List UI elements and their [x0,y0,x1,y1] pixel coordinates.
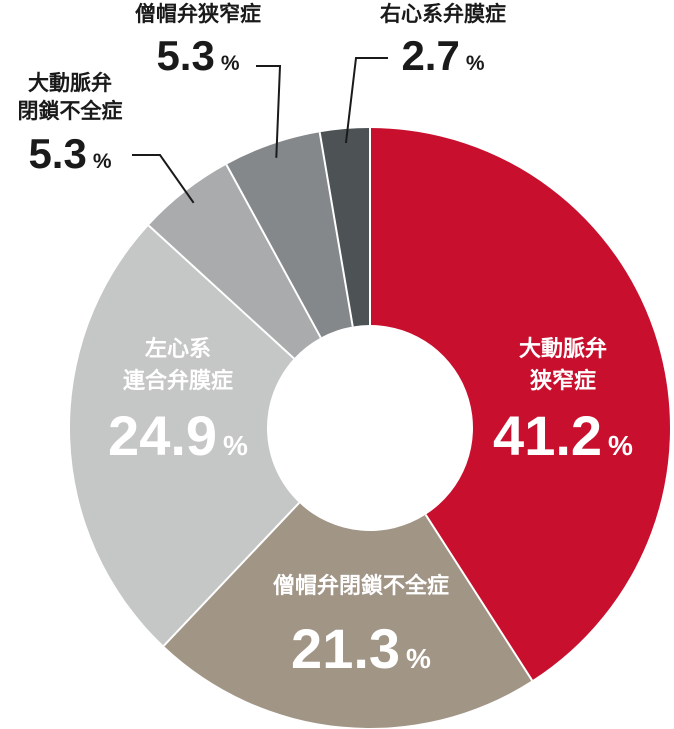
slice-name-label: 大動脈弁狭窄症 [519,336,607,394]
slice-name-label: 僧帽弁閉鎖不全症 [273,573,449,599]
slice-left-multivalve [69,225,300,646]
slice-separator [225,164,322,339]
slice-name-label: 僧帽弁狭窄症 [135,2,261,26]
inside-label-aortic-stenosis: 大動脈弁狭窄症 41.2% [493,336,633,467]
inside-label-left-multivalve: 左心系連合弁膜症 24.9% [108,336,248,467]
slice-mitral-stenosis [226,132,353,338]
leader-line [344,57,388,144]
slice-separator [424,514,533,681]
outside-label-right-valve: 右心系弁膜症 2.7% [344,2,506,144]
slice-value-label: 41.2% [493,404,633,467]
slice-name-label: 大動脈弁閉鎖不全症 [18,71,123,123]
slice-separator [147,224,295,360]
slice-right-valve [319,128,370,327]
outside-label-aortic-regurgitation: 大動脈弁閉鎖不全症 5.3% [18,71,195,204]
slice-value-label: 5.3% [28,130,111,177]
slice-separator [318,132,354,327]
inside-label-mitral-regurgitation: 僧帽弁閉鎖不全症 21.3% [273,573,449,680]
slice-value-label: 24.9% [108,404,248,467]
slice-value-label: 21.3% [291,617,431,680]
slice-separator [163,502,300,647]
leader-line [132,154,195,204]
slice-aortic-stenosis [370,128,671,681]
slice-name-label: 右心系弁膜症 [380,2,506,26]
slice-value-label: 2.7% [401,32,484,79]
slice-name-label: 左心系連合弁膜症 [123,336,233,394]
outside-label-mitral-stenosis: 僧帽弁狭窄症 5.3% [135,2,282,158]
slice-value-label: 5.3% [156,32,239,79]
leader-line [256,65,282,158]
slice-aortic-regurgitation [148,164,321,359]
slice-mitral-regurgitation [163,502,533,728]
